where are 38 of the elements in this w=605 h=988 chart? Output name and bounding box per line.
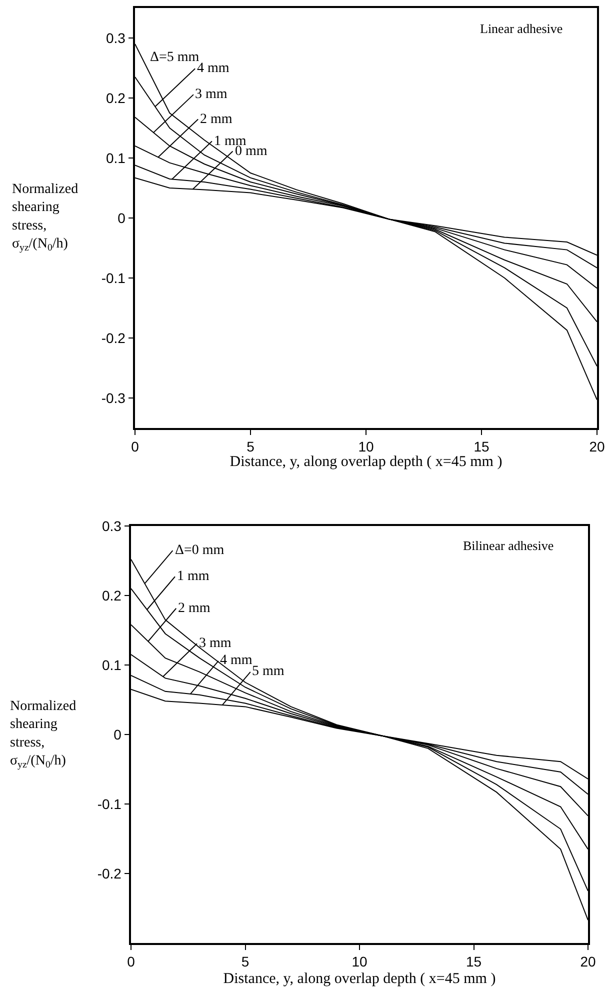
text: Δ=0 mm [175, 543, 224, 558]
series-label: Δ=5 mm [150, 50, 200, 65]
x-tick-label: 15 [466, 954, 482, 970]
x-tick-label: 20 [589, 438, 605, 455]
y-tick-label: -0.3 [101, 390, 126, 406]
text: Bilinear adhesive [463, 538, 554, 553]
y-axis-title: Normalized shearing stress, σ$_{yz}$/(N$_{0}$/h) [12, 182, 78, 254]
text: 2 mm [200, 112, 232, 127]
y-tick-label: 0.1 [102, 656, 122, 673]
y-tick-label: -0.1 [97, 796, 122, 812]
x-tick-label: 10 [352, 954, 368, 970]
text: 2 mm [178, 601, 210, 616]
x-tick-label: 15 [474, 438, 490, 455]
y-tick-label: -0.2 [101, 330, 126, 346]
y-tick-label: 0.3 [102, 518, 122, 534]
text: 3 mm [195, 87, 228, 102]
x-tick-label: 5 [246, 438, 255, 455]
y-tick-label: 0 [118, 210, 126, 226]
y-tick-label: -0.2 [97, 865, 122, 882]
y-tick-label: -0.1 [101, 270, 126, 286]
text: 3 mm [199, 636, 232, 651]
text: Linear adhesive [480, 21, 563, 36]
x-axis-title: Distance, y, along overlap depth ( x=45 mm ) [223, 971, 496, 988]
y-tick-label: 0.3 [106, 30, 126, 46]
y-tick-label: 0.1 [106, 150, 126, 166]
x-tick-label: 20 [580, 954, 596, 970]
text: 5 mm [252, 664, 284, 679]
x-tick-label: 10 [358, 438, 374, 455]
y-tick-label: 0.2 [106, 90, 126, 106]
x-axis-title: Distance, y, along overlap depth ( x=45 mm ) [230, 454, 502, 470]
y-axis-title: Normalized shearing stress, σ$_{yz}$/(N$_{0}$/h) [10, 699, 76, 771]
y-tick-label: 0.2 [102, 587, 122, 604]
text: 1 mm [177, 569, 210, 584]
text: 4 mm [220, 653, 252, 668]
x-tick-label: 5 [241, 954, 250, 970]
y-tick-label: 0 [114, 726, 122, 742]
text: 4 mm [197, 61, 230, 76]
x-tick-label: 0 [131, 438, 140, 455]
